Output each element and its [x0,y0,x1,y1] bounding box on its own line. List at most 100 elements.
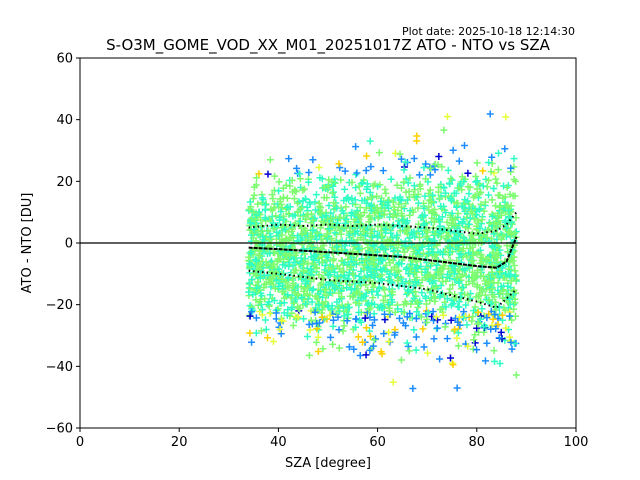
data-point [397,155,405,163]
data-point [476,224,484,232]
data-point [485,310,493,318]
data-point [458,219,466,227]
data-point [412,333,420,341]
data-point [297,204,305,212]
data-point [478,216,486,224]
data-point [455,267,463,275]
data-point [431,230,439,238]
data-point [269,338,277,346]
data-point [439,250,447,258]
data-point [368,288,376,296]
data-point [258,306,266,314]
data-point [485,176,493,184]
data-point [443,335,451,343]
data-point [341,167,349,175]
data-point [335,289,343,297]
y-tick-label: 60 [56,52,73,67]
data-point [342,215,350,223]
data-point [250,208,258,216]
data-point [511,229,519,237]
data-point [447,316,455,324]
data-point [252,238,260,246]
data-point [382,226,390,234]
data-point [454,199,462,207]
data-point [482,255,490,263]
data-point [430,335,438,343]
data-point [458,173,466,181]
data-point [401,248,409,256]
data-point [491,310,499,318]
data-point [335,326,343,334]
data-point [298,293,306,301]
data-point [472,274,480,282]
data-point [357,221,365,229]
data-point [432,283,440,291]
data-point [285,155,293,163]
data-point [474,293,482,301]
data-point [465,249,473,257]
data-point [309,226,317,234]
data-point [403,313,411,321]
data-point [293,199,301,207]
data-point [391,271,399,279]
data-point [289,279,297,287]
data-point [443,294,451,302]
data-point [318,213,326,221]
data-point [281,225,289,233]
data-point [507,218,515,226]
data-point [487,325,495,333]
data-point [473,159,481,167]
data-point [366,212,374,220]
data-point [327,215,335,223]
plot-date: Plot date: 2025-10-18 12:14:30 [402,25,575,38]
data-point [391,263,399,271]
data-point [352,143,360,151]
data-point [430,218,438,226]
data-point [451,229,459,237]
y-tick-label: 20 [56,175,73,190]
x-tick-label: 20 [171,435,188,450]
data-point [476,284,484,292]
data-point [377,348,385,356]
data-point [322,291,330,299]
data-point [443,218,451,226]
data-point [290,240,298,248]
data-point [422,175,430,183]
statistic-lines [80,211,576,309]
data-point [390,203,398,211]
data-point [476,315,484,323]
data-point [510,163,518,171]
data-point [262,280,270,288]
data-point [303,268,311,276]
data-point [367,229,375,237]
data-point [315,163,323,171]
data-point [364,286,372,294]
data-point [512,371,520,379]
data-point [278,317,286,325]
data-point [309,216,317,224]
data-point [483,314,491,322]
data-point [328,189,336,197]
data-point [434,188,442,196]
data-point [295,305,303,313]
data-point [275,187,283,195]
data-point [249,234,257,242]
data-point [410,248,418,256]
data-point [294,313,302,321]
data-point [388,288,396,296]
data-point [383,236,391,244]
data-point [431,294,439,302]
data-point [469,251,477,259]
data-point [312,251,320,259]
data-point [381,207,389,215]
data-point [292,266,300,274]
data-point [436,355,444,363]
data-point [285,259,293,267]
data-point [470,275,478,283]
data-point [317,279,325,287]
data-point [463,213,471,221]
data-point [269,280,277,288]
data-point [485,191,493,199]
data-point [279,212,287,220]
data-point [291,220,299,228]
